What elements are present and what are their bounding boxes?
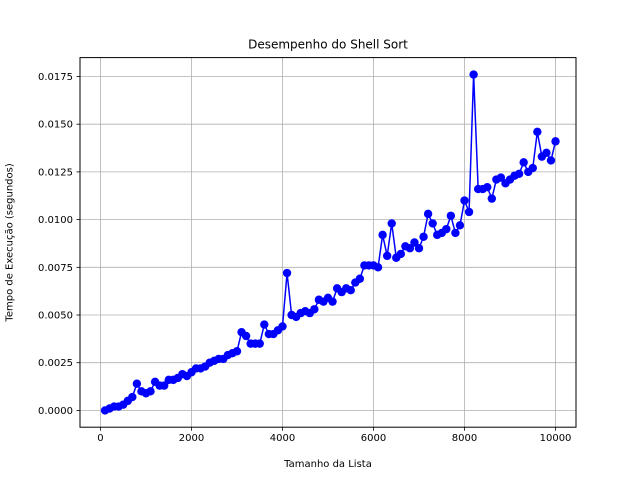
data-point xyxy=(373,263,383,272)
data-point xyxy=(396,249,406,259)
data-point xyxy=(533,127,542,137)
data-series xyxy=(100,70,560,415)
data-point xyxy=(241,331,251,341)
data-point xyxy=(442,224,451,234)
data-point xyxy=(310,305,319,314)
y-tick-label: 0.0150 xyxy=(38,120,73,131)
data-point xyxy=(460,196,469,205)
data-point xyxy=(355,274,365,283)
plot-area-frame xyxy=(79,57,577,428)
data-point xyxy=(423,209,433,219)
y-tick-label: 0.0075 xyxy=(38,263,73,274)
data-point xyxy=(232,347,242,356)
x-tick-label: 6000 xyxy=(361,433,386,444)
data-point xyxy=(446,211,456,220)
data-point xyxy=(387,219,396,228)
y-tick-label: 0.0050 xyxy=(38,311,73,322)
data-point xyxy=(514,169,524,178)
data-point xyxy=(128,392,137,402)
data-point xyxy=(346,286,355,295)
data-point xyxy=(255,339,264,348)
x-tick-label: 10000 xyxy=(540,433,572,444)
data-point xyxy=(159,381,169,390)
data-point xyxy=(146,387,155,396)
data-point xyxy=(282,268,292,278)
data-point xyxy=(328,297,337,306)
data-point xyxy=(469,70,478,79)
data-point xyxy=(260,320,269,329)
data-point xyxy=(132,379,142,388)
data-point xyxy=(428,219,437,228)
chart-title: Desempenho do Shell Sort xyxy=(248,38,408,52)
data-point xyxy=(551,137,560,146)
data-point xyxy=(378,230,387,240)
data-point xyxy=(410,238,419,247)
data-point xyxy=(528,163,537,173)
data-point xyxy=(278,322,287,331)
y-tick-label: 0.0175 xyxy=(38,72,73,83)
y-tick-label: 0.0000 xyxy=(38,406,73,417)
axis-ticks: 0 2000 4000 6000 8000 10000 0.0000 0.0025 0.0050… xyxy=(38,72,571,444)
grid-lines xyxy=(80,57,576,428)
x-tick-label: 0 xyxy=(97,433,103,444)
y-tick-label: 0.0125 xyxy=(38,167,73,178)
data-point xyxy=(483,182,492,192)
data-point xyxy=(414,244,424,253)
data-point xyxy=(405,244,415,253)
data-point xyxy=(542,148,551,158)
x-tick-label: 2000 xyxy=(179,433,204,444)
y-tick-label: 0.0025 xyxy=(38,358,73,369)
data-point xyxy=(419,232,428,241)
data-point xyxy=(546,156,556,165)
x-tick-label: 8000 xyxy=(452,433,477,444)
data-point xyxy=(519,158,528,167)
x-axis-label: Tamanho da Lista xyxy=(283,459,372,470)
x-tick-label: 4000 xyxy=(270,433,295,444)
data-point xyxy=(382,251,392,261)
y-axis-label: Tempo de Execução (segundos) xyxy=(5,163,16,322)
data-point xyxy=(455,221,465,230)
data-point xyxy=(464,207,474,217)
y-tick-label: 0.0100 xyxy=(38,215,73,226)
data-point xyxy=(496,173,506,182)
data-point xyxy=(487,194,497,203)
data-point xyxy=(451,228,460,238)
